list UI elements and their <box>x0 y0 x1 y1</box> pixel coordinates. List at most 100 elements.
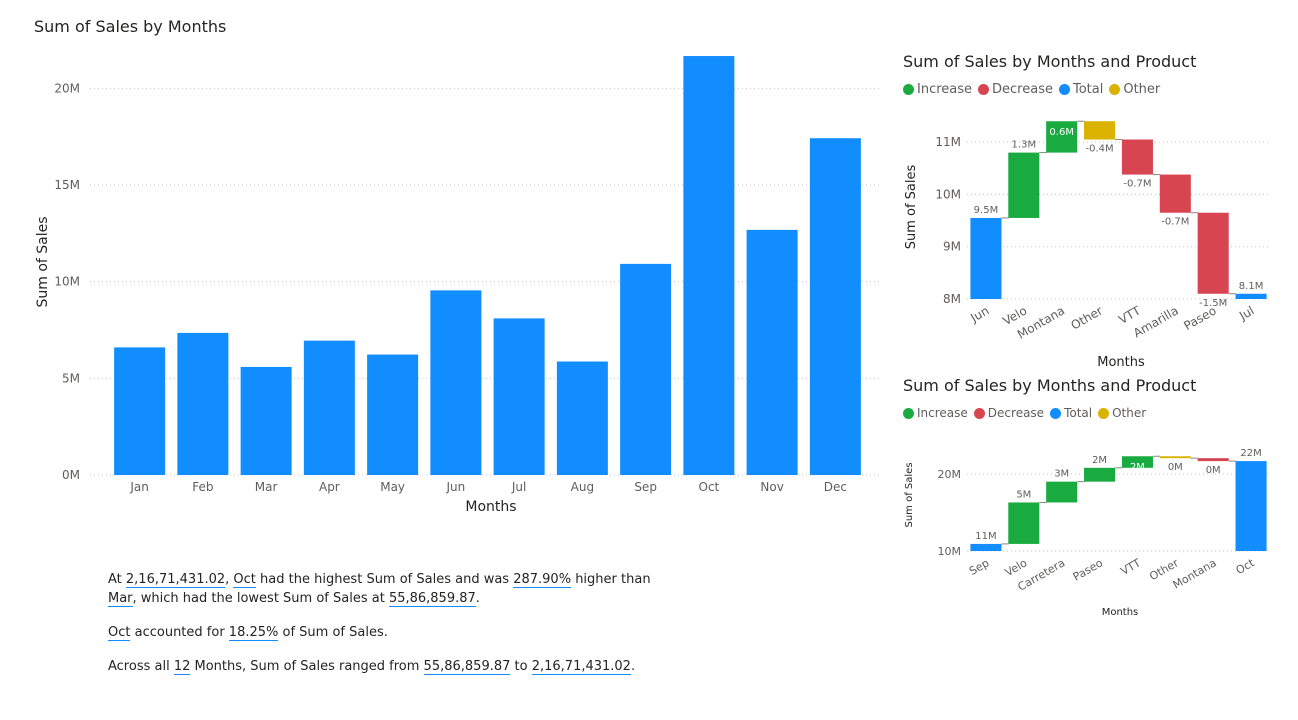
x-tick-label: Jul <box>511 480 526 494</box>
total-dot-icon <box>1050 407 1062 419</box>
x-tick-label: Dec <box>824 480 847 494</box>
bar-oct[interactable] <box>683 56 735 476</box>
data-label: 2M <box>1130 462 1145 473</box>
bar-jan[interactable] <box>114 347 166 475</box>
legend-item-decrease[interactable]: Decrease <box>973 406 1044 420</box>
narrative-share-month[interactable]: Oct <box>108 625 131 641</box>
main-chart-title: Sum of Sales by Months <box>34 17 227 36</box>
y-tick-label: 9M <box>943 240 961 254</box>
bar-jul[interactable] <box>493 318 545 475</box>
x-axis-title: Months <box>1102 607 1139 618</box>
waterfall-bar-velo[interactable] <box>1008 502 1040 544</box>
waterfall-bar-jul[interactable] <box>1235 293 1267 299</box>
waterfall-bar-amarilla[interactable] <box>1159 174 1191 213</box>
x-axis-title: Months <box>1097 355 1145 370</box>
x-axis-title: Months <box>465 499 516 515</box>
x-tick-label: Sep <box>967 556 991 578</box>
x-tick-label: Jan <box>129 480 149 494</box>
narrative-count[interactable]: 12 <box>173 659 191 675</box>
narrative-max-value[interactable]: 2,16,71,431.02 <box>125 572 226 588</box>
smart-narrative: At 2,16,71,431.02, Oct had the highest S… <box>108 570 668 691</box>
legend-item-increase[interactable]: Increase <box>903 82 972 97</box>
x-tick-label: Nov <box>760 480 783 494</box>
x-tick-label: Oct <box>1234 556 1258 577</box>
waterfall-bar-velo[interactable] <box>1008 152 1040 218</box>
legend-item-decrease[interactable]: Decrease <box>978 82 1053 97</box>
waterfall-bar-montana[interactable] <box>1046 121 1078 153</box>
bar-may[interactable] <box>367 354 419 475</box>
x-tick-label: Aug <box>571 480 594 494</box>
narrative-range-max[interactable]: 2,16,71,431.02 <box>531 659 631 675</box>
waterfall-bar-paseo[interactable] <box>1197 212 1229 294</box>
waterfall-bar-carretera[interactable] <box>1046 481 1078 503</box>
narrative-max-month[interactable]: Oct <box>233 572 256 588</box>
legend-item-total[interactable]: Total <box>1058 82 1103 97</box>
bar-apr[interactable] <box>303 340 355 475</box>
bar-feb[interactable] <box>177 332 229 475</box>
narrative-share[interactable]: 18.25% <box>228 625 279 641</box>
waterfall-bar-vtt[interactable] <box>1121 456 1153 468</box>
bar-sep[interactable] <box>620 263 672 475</box>
legend-item-increase[interactable]: Increase <box>903 406 968 420</box>
legend-item-other[interactable]: Other <box>1098 406 1146 420</box>
data-label: 2M <box>1092 455 1107 466</box>
narrative-paragraph-3: Across all 12 Months, Sum of Sales range… <box>108 659 636 675</box>
waterfall-bar-vtt[interactable] <box>1121 139 1153 175</box>
y-tick-label: 8M <box>943 292 961 306</box>
x-tick-label: Montana <box>1171 556 1219 591</box>
legend-item-other[interactable]: Other <box>1109 82 1160 97</box>
data-label: -1.5M <box>1199 298 1227 309</box>
waterfall-bar-sep[interactable] <box>970 543 1002 551</box>
x-tick-label: Feb <box>192 480 213 494</box>
y-tick-label: 20M <box>938 468 962 481</box>
increase-dot-icon <box>903 84 914 95</box>
increase-dot-icon <box>903 407 914 419</box>
waterfall2-chart[interactable]: 10M20M11MSep5MVelo3MCarretera2MPaseo2MVT… <box>900 425 1298 625</box>
data-label: 0M <box>1206 465 1221 476</box>
narrative-min-month[interactable]: Mar <box>108 591 133 607</box>
bar-dec[interactable] <box>809 138 861 476</box>
y-tick-label: 5M <box>62 371 80 385</box>
bar-nov[interactable] <box>746 229 798 475</box>
main-bar-chart[interactable]: 0M 5M 10M 15M 20M Jan Feb Mar Apr May Jun Jul Aug Sep… <box>0 0 880 530</box>
bar-mar[interactable] <box>240 366 292 475</box>
narrative-pct-higher[interactable]: 287.90% <box>513 572 572 588</box>
data-label: 0M <box>1168 462 1183 473</box>
waterfall-bar-other[interactable] <box>1159 456 1191 459</box>
waterfall1-chart[interactable]: 8M9M10M11M9.5MJun1.3MVelo0.6MMontana-0.4… <box>900 100 1298 370</box>
data-label: -0.4M <box>1085 144 1113 155</box>
y-tick-label: 10M <box>54 275 80 289</box>
bar-jun[interactable] <box>430 290 482 475</box>
legend-item-total[interactable]: Total <box>1050 406 1092 420</box>
waterfall2-legend: Increase Decrease Total Other <box>903 406 1152 420</box>
data-label: -0.7M <box>1123 179 1151 190</box>
y-tick-label: 20M <box>54 81 80 95</box>
y-tick-label: 0M <box>62 468 80 482</box>
x-tick-label: Jun <box>967 303 991 325</box>
waterfall-bar-paseo[interactable] <box>1084 467 1116 482</box>
x-tick-label: May <box>380 480 405 494</box>
waterfall-bar-jun[interactable] <box>970 217 1002 299</box>
data-label: 1.3M <box>1012 140 1037 151</box>
decrease-dot-icon <box>978 84 990 95</box>
waterfall1-legend: Increase Decrease Total Other <box>903 82 1166 97</box>
data-label: 5M <box>1016 489 1031 500</box>
narrative-min-value[interactable]: 55,86,859.87 <box>388 591 476 607</box>
waterfall-bar-oct[interactable] <box>1235 461 1267 551</box>
x-tick-label: Other <box>1069 303 1106 332</box>
data-label: 11M <box>975 531 996 542</box>
x-tick-label: VTT <box>1118 556 1143 578</box>
waterfall-bar-other[interactable] <box>1084 121 1116 140</box>
x-tick-label: Paseo <box>1071 556 1106 583</box>
y-tick-label: 11M <box>935 135 961 149</box>
x-tick-label: Mar <box>255 480 278 494</box>
narrative-range-min[interactable]: 55,86,859.87 <box>423 659 511 675</box>
data-label: 8.1M <box>1239 281 1264 292</box>
waterfall1-title: Sum of Sales by Months and Product <box>903 52 1197 71</box>
x-tick-label: Apr <box>319 480 340 494</box>
narrative-paragraph-2: Oct accounted for 18.25% of Sum of Sales… <box>108 625 388 641</box>
other-dot-icon <box>1098 407 1110 419</box>
y-tick-label: 10M <box>935 187 961 201</box>
bar-aug[interactable] <box>556 361 608 475</box>
waterfall-bar-montana[interactable] <box>1197 458 1229 462</box>
